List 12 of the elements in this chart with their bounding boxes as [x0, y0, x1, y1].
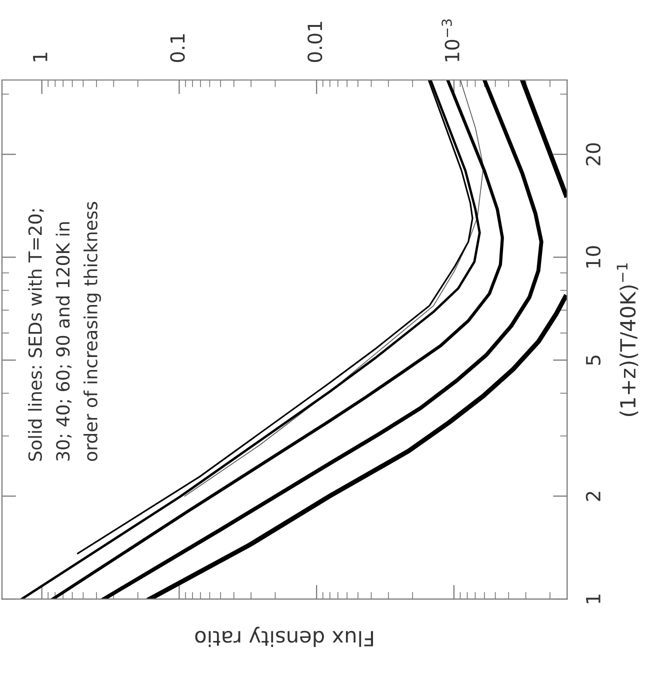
annotation: Solid lines: SEDs with T=20; 30; 40; 60; 90 and 120K in order of increasing thickness [28, 202, 101, 461]
x-axis-title: Flux density ratio [195, 626, 373, 647]
x-tick-label: 0.1 [170, 34, 185, 62]
y-tick-label: 2 [586, 492, 600, 501]
y-tick-label: 20 [586, 143, 601, 166]
x-tick-label: 1 [33, 52, 48, 62]
y-tick-label: 10 [586, 246, 601, 268]
y-tick-label: 1 [586, 594, 600, 604]
y-axis-title: (1+z)(T/40K)$^{−1}$ [616, 263, 638, 416]
y-tick-label: 5 [586, 356, 601, 365]
x-tick-label: 10$^{−3}$ [442, 19, 460, 62]
x-tick-label: 0.01 [308, 22, 322, 62]
